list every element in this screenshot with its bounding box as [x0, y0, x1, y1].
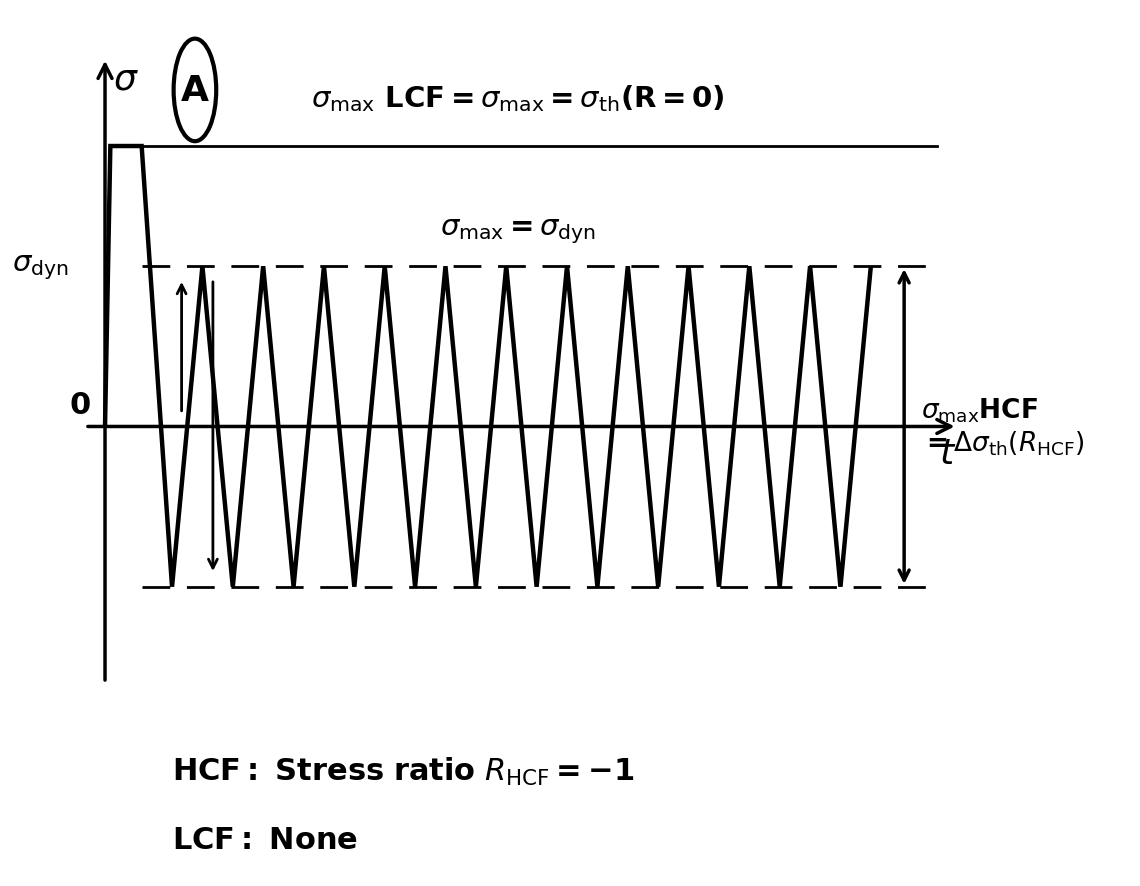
Text: $\sigma_{\rm max}$$\mathbf{HCF}$
$\mathbf{=}\Delta\sigma_{\rm th}(R_{\rm HCF})$: $\sigma_{\rm max}$$\mathbf{HCF}$ $\mathb… — [921, 396, 1084, 458]
Text: $\mathbf{0}$: $\mathbf{0}$ — [68, 390, 90, 421]
Text: $\sigma$: $\sigma$ — [113, 62, 139, 96]
Text: $\sigma_{\rm max}$$\mathbf{=}$$\sigma_{\rm dyn}$: $\sigma_{\rm max}$$\mathbf{=}$$\sigma_{\… — [440, 217, 596, 246]
Text: $t$: $t$ — [939, 437, 956, 470]
Text: $\sigma_{\rm max}$ $\mathbf{LCF{=}}$$\sigma_{\rm max}$$\mathbf{=}$$\sigma_{\rm t: $\sigma_{\rm max}$ $\mathbf{LCF{=}}$$\si… — [311, 83, 725, 114]
Text: $\mathbf{HCF{:}\ Stress\ ratio\ }$$R_{\rm HCF}$$\mathbf{{=}{-}1}$: $\mathbf{HCF{:}\ Stress\ ratio\ }$$R_{\r… — [172, 755, 634, 788]
Text: $\sigma_{\rm dyn}$: $\sigma_{\rm dyn}$ — [11, 253, 68, 282]
Text: $\mathbf{LCF{:}\ None}$: $\mathbf{LCF{:}\ None}$ — [172, 824, 358, 855]
Text: $\mathbf{A}$: $\mathbf{A}$ — [180, 74, 210, 108]
